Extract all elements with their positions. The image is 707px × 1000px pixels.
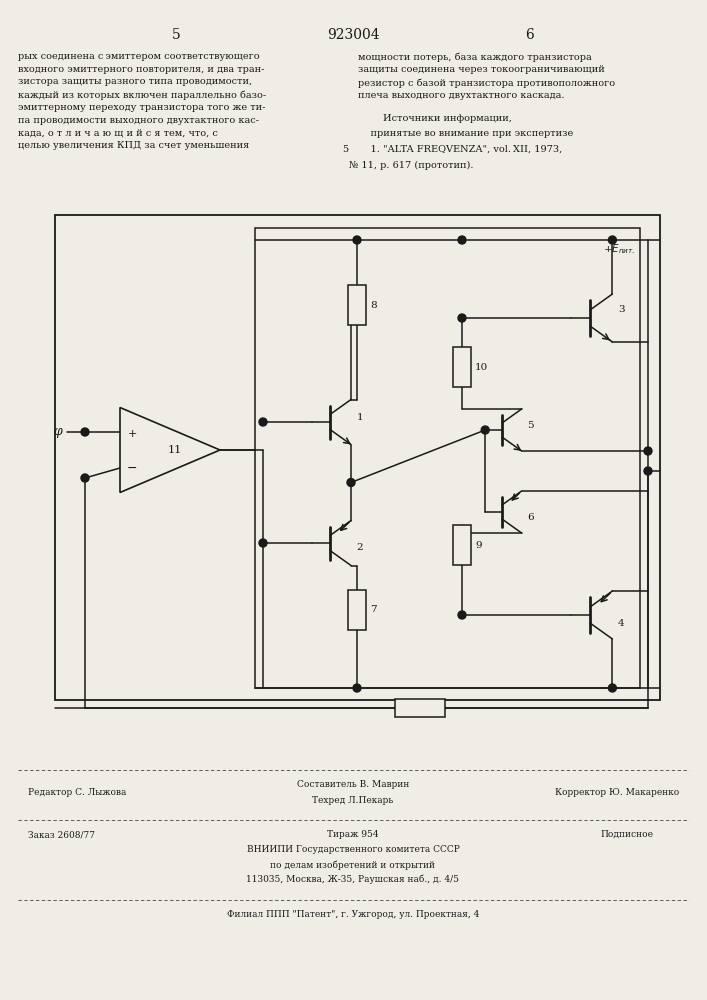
Text: 4: 4 (618, 618, 624, 628)
Text: принятые во внимание при экспертизе: принятые во внимание при экспертизе (358, 129, 573, 138)
Text: 1. "ALTA FREQVENZA", vol. XII, 1973,: 1. "ALTA FREQVENZA", vol. XII, 1973, (358, 145, 562, 154)
Text: 2: 2 (356, 544, 363, 552)
Text: 5: 5 (172, 28, 180, 42)
Circle shape (259, 418, 267, 426)
Text: Техред Л.Пекарь: Техред Л.Пекарь (312, 796, 394, 805)
Text: 1: 1 (356, 412, 363, 422)
Text: мощности потерь, база каждого транзистора
защиты соединена через токоограничиваю: мощности потерь, база каждого транзистор… (358, 52, 615, 100)
Text: 6: 6 (527, 512, 534, 522)
Bar (255, 228, 640, 688)
Circle shape (644, 467, 652, 475)
Bar (453, 525, 471, 565)
Text: Корректор Ю. Макаренко: Корректор Ю. Макаренко (555, 788, 679, 797)
Text: 3: 3 (618, 306, 624, 314)
Text: Филиал ППП "Патент", г. Ужгород, ул. Проектная, 4: Филиал ППП "Патент", г. Ужгород, ул. Про… (227, 910, 479, 919)
Circle shape (259, 539, 267, 547)
Text: № 11, р. 617 (прототип).: № 11, р. 617 (прототип). (349, 160, 474, 170)
Circle shape (458, 314, 466, 322)
Text: 8: 8 (370, 300, 377, 310)
Bar (395, 699, 445, 717)
Text: 5: 5 (527, 420, 534, 430)
Circle shape (347, 479, 355, 487)
Polygon shape (120, 408, 220, 492)
Text: Источники информации,: Источники информации, (358, 114, 512, 123)
Circle shape (609, 684, 617, 692)
Text: Подписное: Подписное (600, 830, 653, 839)
Bar (348, 285, 366, 325)
Text: рых соединена с эмиттером соответствующего
входного эмиттерного повторителя, и д: рых соединена с эмиттером соответствующе… (18, 52, 266, 150)
Text: Заказ 2608/77: Заказ 2608/77 (28, 830, 95, 839)
Circle shape (81, 428, 89, 436)
Bar (453, 347, 471, 387)
Text: 9: 9 (475, 540, 481, 550)
Text: +: + (127, 429, 136, 439)
Circle shape (353, 236, 361, 244)
Text: 11: 11 (168, 445, 182, 455)
Text: Тираж 954: Тираж 954 (327, 830, 379, 839)
Circle shape (458, 611, 466, 619)
Text: 113035, Москва, Ж-35, Раушская наб., д. 4/5: 113035, Москва, Ж-35, Раушская наб., д. … (247, 875, 460, 884)
Text: Составитель В. Маврин: Составитель В. Маврин (297, 780, 409, 789)
Text: 7: 7 (370, 605, 377, 614)
Circle shape (644, 447, 652, 455)
Text: по делам изобретений и открытий: по делам изобретений и открытий (271, 860, 436, 869)
Text: 923004: 923004 (327, 28, 380, 42)
Text: 6: 6 (525, 28, 534, 42)
Text: 5: 5 (342, 145, 348, 154)
Bar (55, 215, 660, 700)
Bar (348, 590, 366, 630)
Circle shape (458, 236, 466, 244)
Text: +$E_{пит.}$: +$E_{пит.}$ (602, 242, 635, 256)
Circle shape (353, 684, 361, 692)
Text: 10: 10 (475, 362, 489, 371)
Circle shape (609, 236, 617, 244)
Circle shape (481, 426, 489, 434)
Text: −: − (127, 462, 137, 475)
Text: ВНИИПИ Государственного комитета СССР: ВНИИПИ Государственного комитета СССР (247, 845, 460, 854)
Text: φ: φ (53, 426, 62, 438)
Text: Редактор С. Лыжова: Редактор С. Лыжова (28, 788, 127, 797)
Circle shape (81, 474, 89, 482)
